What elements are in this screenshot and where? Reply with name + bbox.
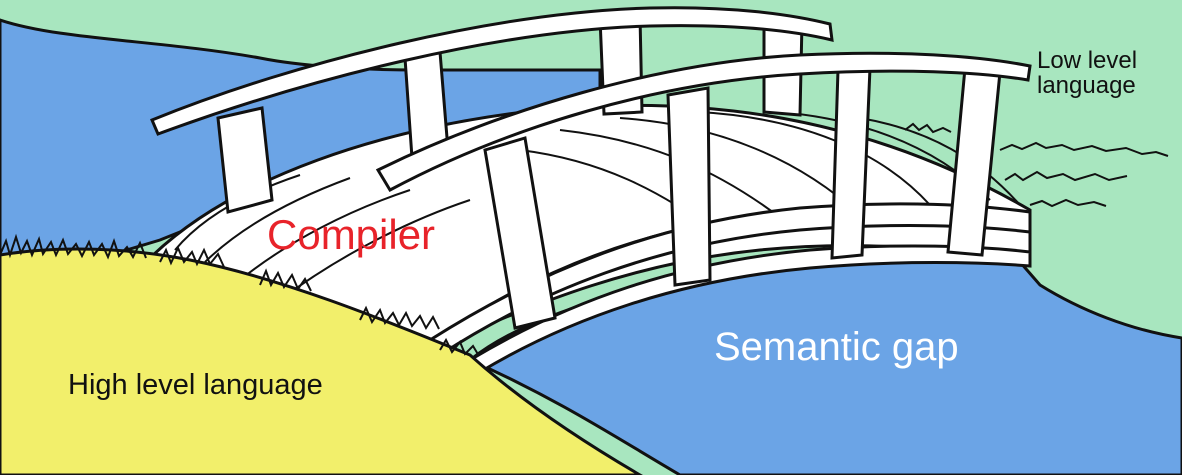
- low-level-language-label: Low level language: [1037, 47, 1138, 100]
- semantic-gap-label: Semantic gap: [714, 325, 959, 369]
- back-posts: [216, 14, 804, 214]
- high-level-language-label: High level language: [68, 369, 323, 401]
- front-handrail: [375, 51, 1032, 192]
- right-grass: [904, 122, 1169, 208]
- back-handrail: [150, 6, 834, 136]
- bank-grass: [0, 233, 480, 357]
- compiler-label: Compiler: [267, 211, 436, 258]
- front-beam-lower: [467, 244, 1032, 374]
